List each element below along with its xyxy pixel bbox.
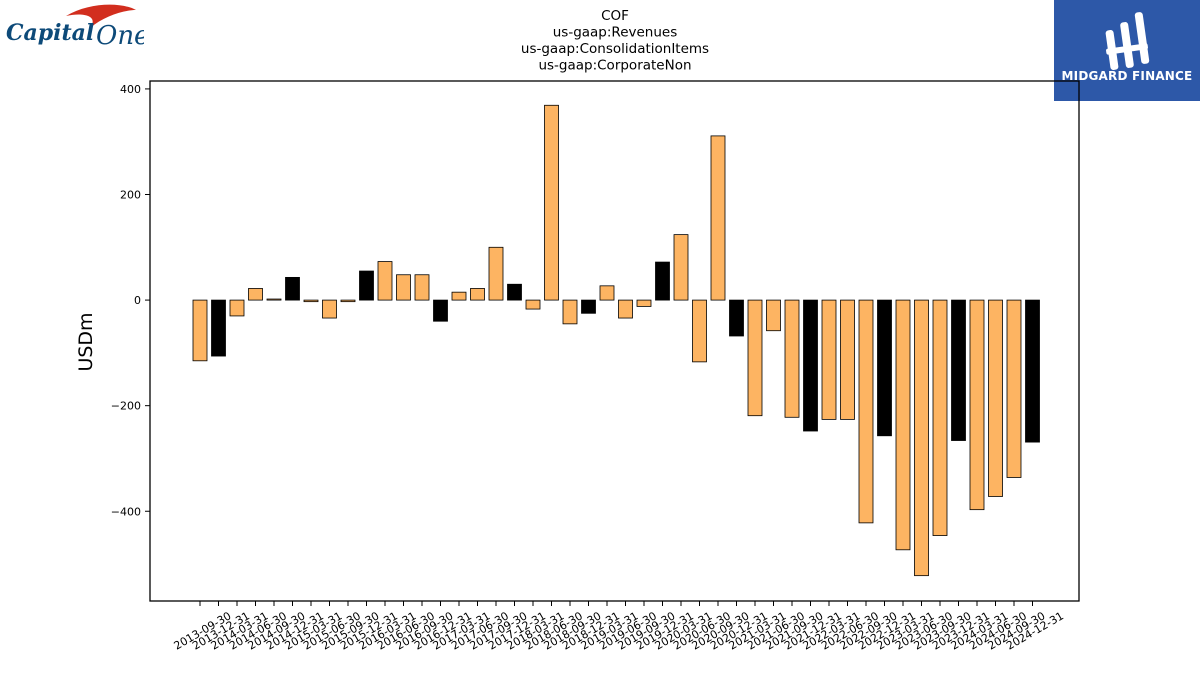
midgard-mark-icon (1105, 12, 1150, 70)
bar-2023-06-30 (914, 299, 929, 577)
bar-2021-06-30 (766, 299, 781, 332)
x-axis: 2013-09-302013-12-312014-03-312014-06-30… (172, 601, 1066, 653)
bar-2013-12-31 (211, 299, 226, 357)
bar-2016-06-30 (396, 274, 411, 301)
bar-2017-06-30 (470, 288, 485, 301)
bar-2015-06-30 (322, 299, 337, 319)
bar-2021-03-31 (747, 299, 763, 417)
logo-word-capital: Capital (6, 20, 94, 46)
midgard-finance-logo: MIDGARD FINANCE (1054, 0, 1200, 101)
bar-2022-03-31 (821, 299, 837, 420)
chart-title-line: us-gaap:Revenues (553, 25, 678, 41)
plot-frame (149, 80, 1080, 602)
bar-2015-03-31 (303, 299, 319, 303)
y-tick-label: −200 (111, 400, 141, 413)
bar-2024-06-30 (988, 299, 1003, 497)
bar-2020-12-31 (729, 299, 744, 337)
bar-2023-12-31 (951, 299, 966, 441)
y-tick-label: 0 (134, 294, 141, 307)
bar-2015-12-31 (359, 270, 374, 301)
bar-2023-09-30 (932, 299, 948, 536)
bar-2015-09-30 (340, 299, 356, 303)
bar-2018-09-30 (562, 299, 578, 325)
bar-2023-03-31 (895, 299, 911, 551)
bar-2014-12-31 (285, 276, 300, 301)
bar-2017-09-30 (488, 246, 504, 301)
y-axis: −400 −200 0 200 400 (111, 83, 150, 518)
bar-2018-03-31 (525, 299, 541, 310)
chart-title: COFus-gaap:Revenuesus-gaap:Consolidation… (521, 8, 709, 74)
bar-2021-12-31 (803, 299, 818, 432)
chart-title-line: COF (601, 8, 629, 24)
y-axis-label: USDm (75, 312, 97, 371)
bar-2016-09-30 (414, 274, 430, 301)
bar-2019-12-31 (655, 261, 670, 301)
y-tick-label: 400 (120, 83, 141, 96)
bar-2024-12-31 (1025, 299, 1040, 443)
chart-title-line: us-gaap:ConsolidationItems (521, 41, 709, 57)
bar-2024-03-31 (969, 299, 985, 511)
bar-2020-03-31 (673, 234, 689, 301)
bar-2022-12-31 (877, 299, 892, 437)
bar-2022-09-30 (858, 299, 874, 524)
chart-title-line: us-gaap:CorporateNon (538, 58, 691, 74)
bar-2018-12-31 (581, 299, 596, 314)
swoosh-icon (66, 4, 136, 28)
bar-2019-06-30 (618, 299, 633, 319)
y-tick-label: −400 (111, 505, 141, 518)
bar-2017-12-31 (507, 283, 522, 301)
bar-2014-09-30 (266, 298, 282, 301)
bar-2014-03-31 (229, 299, 245, 317)
bar-2021-09-30 (784, 299, 800, 418)
bar-2014-06-30 (248, 288, 263, 301)
midgard-finance-label: MIDGARD FINANCE (1061, 69, 1193, 83)
bar-2013-09-30 (192, 299, 208, 362)
bar-2019-09-30 (636, 299, 652, 307)
bar-2019-03-31 (599, 285, 615, 301)
bar-series (192, 104, 1040, 577)
bar-2018-06-30 (544, 104, 559, 301)
bar-2020-09-30 (710, 135, 726, 301)
logo-word-one: One (96, 21, 144, 51)
capital-one-logo: Capital One (4, 4, 149, 52)
bar-2017-03-31 (451, 291, 467, 301)
y-tick-label: 200 (120, 189, 141, 202)
bar-2016-03-31 (377, 261, 393, 301)
bar-2016-12-31 (433, 299, 448, 322)
bar-2020-06-30 (692, 299, 707, 363)
bar-2022-06-30 (840, 299, 855, 420)
bar-2024-09-30 (1006, 299, 1022, 478)
